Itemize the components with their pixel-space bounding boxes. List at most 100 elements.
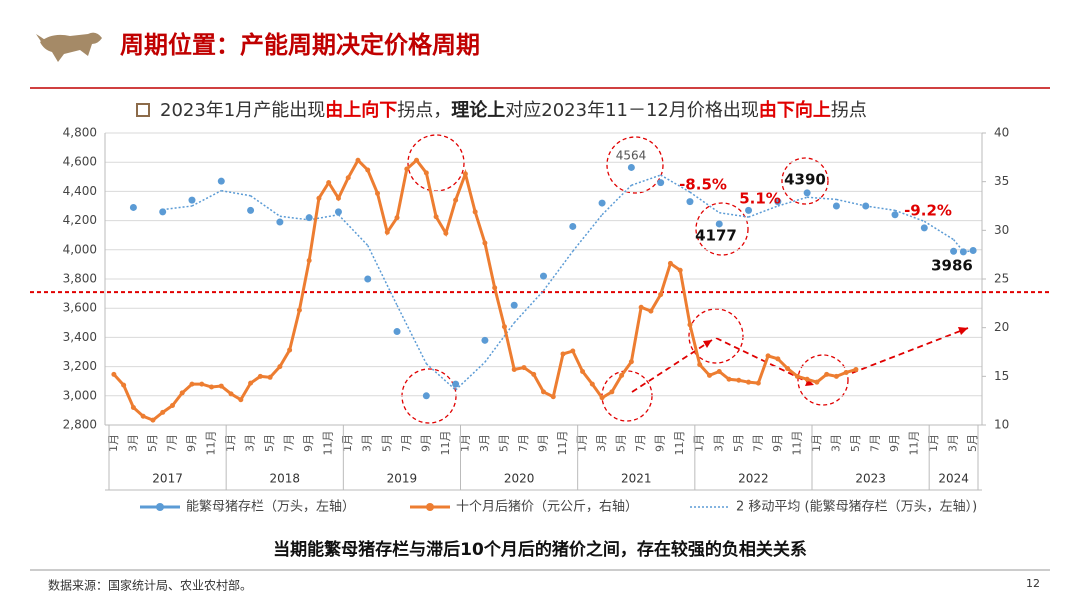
price-point <box>384 229 390 235</box>
price-point <box>609 389 615 395</box>
stock-point <box>305 214 313 222</box>
x-tick-label: 9月 <box>302 434 315 452</box>
price-point <box>658 292 664 298</box>
stock-point <box>715 220 723 228</box>
y2-tick-label: 40 <box>994 126 1009 140</box>
bullet <box>136 103 150 117</box>
x-tick-label: 7月 <box>400 434 413 452</box>
price-point <box>746 379 752 385</box>
moving-average-segment <box>542 250 574 292</box>
x-tick-label: 5月 <box>615 434 628 452</box>
price-point <box>511 367 517 373</box>
y-tick-label: 4,400 <box>63 184 97 198</box>
x-tick-label: 1月 <box>341 434 354 452</box>
annotation: 3986 <box>931 257 973 275</box>
price-point <box>209 384 215 390</box>
stock-point <box>657 179 665 187</box>
price-point <box>433 214 439 220</box>
year-label: 2019 <box>387 472 418 486</box>
stock-point <box>627 163 635 171</box>
price-point <box>199 381 205 387</box>
subtitle-part: 拐点， <box>397 100 451 121</box>
stock-point <box>774 198 782 206</box>
x-tick-label: 3月 <box>829 434 842 452</box>
annotation: 4177 <box>695 227 737 245</box>
x-tick-label: 3月 <box>126 434 139 452</box>
x-tick-label: 5月 <box>146 434 159 452</box>
moving-average-segment <box>337 214 369 246</box>
price-point <box>228 391 234 397</box>
price-point <box>287 347 293 353</box>
price-point <box>550 394 556 400</box>
legend-label: 2 移动平均 (能繁母猪存栏（万头，左轴）) <box>736 499 977 515</box>
stock-point <box>393 328 401 336</box>
annotation: 4564 <box>616 149 647 163</box>
stock-point <box>188 196 196 204</box>
x-tick-label: 7月 <box>517 434 530 452</box>
price-point <box>541 389 546 395</box>
price-point <box>306 258 312 264</box>
x-tick-label: 1月 <box>576 434 589 452</box>
x-tick-label: 11月 <box>205 431 218 456</box>
x-tick-label: 7月 <box>868 434 881 452</box>
price-point <box>326 180 332 186</box>
price-point <box>648 308 654 314</box>
price-point <box>814 379 820 385</box>
price-point <box>375 190 381 196</box>
x-tick-label: 1月 <box>927 434 940 452</box>
subtitle-part: 理论上 <box>451 99 505 121</box>
x-tick-label: 11月 <box>790 431 803 456</box>
moving-average-segment <box>396 304 428 365</box>
moving-average-segment <box>631 174 661 186</box>
year-label: 2023 <box>855 472 886 486</box>
price-point <box>267 374 273 380</box>
stock-point <box>481 336 489 344</box>
price-point <box>726 376 732 382</box>
price-point <box>853 367 859 373</box>
price-point <box>833 373 839 379</box>
price-point <box>423 170 429 176</box>
page-title: 周期位置：产能周期决定价格周期 <box>120 31 480 59</box>
stock-point <box>950 247 958 255</box>
price-point <box>414 157 420 163</box>
year-label: 2017 <box>152 472 183 486</box>
price-point <box>482 240 488 246</box>
stock-point <box>276 218 284 226</box>
stock-point <box>569 222 577 230</box>
price-point <box>404 166 410 172</box>
price-point <box>580 368 586 374</box>
y-tick-label: 3,400 <box>63 330 97 344</box>
x-tick-label: 11月 <box>908 431 921 456</box>
x-tick-label: 3月 <box>361 434 374 452</box>
x-tick-label: 1月 <box>810 434 823 452</box>
stock-point <box>832 202 840 210</box>
price-point <box>570 348 576 354</box>
x-tick-label: 3月 <box>595 434 608 452</box>
moving-average-segment <box>455 361 486 391</box>
price-point <box>365 167 371 173</box>
moving-average-segment <box>894 209 925 223</box>
moving-average-segment <box>836 198 866 207</box>
moving-average-segment <box>777 196 808 207</box>
moving-average-segment <box>513 290 545 324</box>
subtitle-part: 2023年1月产能出现 <box>160 100 325 121</box>
moving-average-segment <box>865 205 896 212</box>
annotation: 5.1% <box>739 190 781 208</box>
stock-point <box>891 211 899 219</box>
legend-marker <box>156 503 164 511</box>
price-point <box>296 307 302 313</box>
subtitle-part: 由上向下 <box>325 99 397 121</box>
moving-average-segment <box>367 245 398 306</box>
moving-average-segment <box>807 196 837 201</box>
y2-tick-label: 10 <box>994 418 1009 432</box>
year-label: 2018 <box>269 472 300 486</box>
price-point <box>560 351 566 357</box>
price-point <box>248 380 254 386</box>
price-point <box>111 371 117 377</box>
price-point <box>687 322 693 328</box>
x-tick-label: 7月 <box>165 434 178 452</box>
price-point <box>755 380 761 386</box>
y-tick-label: 3,000 <box>63 388 97 402</box>
y-tick-label: 3,800 <box>63 272 97 286</box>
